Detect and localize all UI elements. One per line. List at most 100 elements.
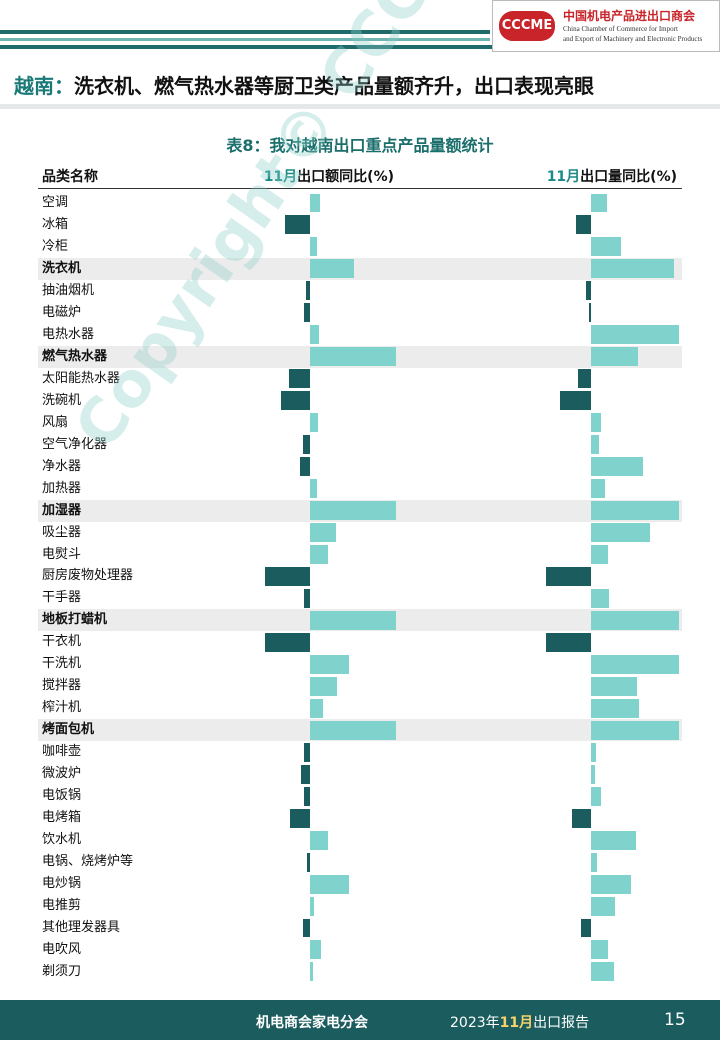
row-name: 冷柜 — [42, 238, 69, 254]
row-name: 净水器 — [42, 458, 82, 474]
row-name: 燃气热水器 — [42, 348, 108, 364]
data-bar — [591, 413, 602, 433]
logo-name: 中国机电产品进出口商会 — [563, 9, 696, 23]
title-lead: 越南： — [14, 74, 74, 98]
data-bar — [310, 896, 314, 916]
footer: 机电商会家电分会 2023年11月出口报告 15 — [0, 1000, 720, 1040]
header-text: 出口量同比(%) — [580, 169, 677, 185]
data-bar — [591, 610, 679, 630]
data-bar — [300, 457, 310, 477]
row-name: 干手器 — [42, 590, 82, 606]
data-bar — [304, 742, 310, 762]
logo-mark: CCCME — [499, 11, 555, 41]
row-name: 其他理发器具 — [42, 920, 121, 935]
row-name: 电饭锅 — [42, 788, 82, 804]
row-name: 榨汁机 — [42, 700, 82, 716]
data-bar — [591, 896, 615, 916]
title-rule — [0, 104, 720, 109]
data-bar — [304, 786, 310, 806]
row-name: 电热水器 — [42, 326, 95, 342]
page-number: 15 — [664, 1010, 686, 1030]
row-name: 干洗机 — [42, 656, 82, 672]
data-bar — [310, 830, 329, 850]
data-bar — [310, 940, 321, 960]
row-name: 厨房废物处理器 — [42, 568, 134, 584]
data-bar — [303, 918, 310, 938]
data-bar — [578, 369, 591, 389]
header-rule — [38, 188, 682, 189]
data-bar — [591, 852, 597, 872]
data-bar — [591, 523, 651, 543]
data-bar — [580, 918, 591, 938]
row-name: 加热器 — [42, 480, 82, 496]
data-bar — [591, 720, 679, 740]
row-name: 电烤箱 — [42, 810, 82, 826]
header-stripe — [0, 30, 490, 34]
data-bar — [310, 193, 320, 213]
data-bar — [591, 501, 679, 521]
row-name: 剃须刀 — [42, 963, 82, 979]
data-bar — [281, 391, 310, 411]
report-month: 11月 — [499, 1015, 534, 1031]
data-bar — [576, 215, 591, 235]
data-bar — [285, 215, 310, 235]
row-name: 空调 — [42, 195, 69, 210]
data-bar — [591, 698, 639, 718]
data-bar — [307, 852, 310, 872]
data-bar — [310, 501, 396, 521]
data-bar — [310, 654, 350, 674]
data-bar — [591, 742, 596, 762]
logo: CCCME 中国机电产品进出口商会 China Chamber of Comme… — [492, 0, 720, 52]
data-bar — [591, 654, 679, 674]
data-bar — [310, 676, 337, 696]
data-bar — [589, 303, 591, 323]
data-bar — [546, 566, 591, 586]
data-bar — [310, 720, 396, 740]
row-highlight — [38, 257, 682, 280]
data-bar — [559, 391, 591, 411]
data-bar — [591, 676, 638, 696]
data-bar — [265, 566, 310, 586]
data-bar — [591, 479, 605, 499]
row-name: 电吹风 — [42, 941, 82, 957]
column-header: 11月出口量同比(%) — [547, 166, 677, 186]
data-bar — [303, 303, 310, 323]
row-name: 饮水机 — [42, 832, 82, 848]
row-name: 微波炉 — [42, 766, 82, 782]
data-bar — [591, 259, 674, 279]
data-bar — [310, 347, 396, 367]
row-name: 吸尘器 — [42, 524, 82, 540]
data-bar — [303, 435, 310, 455]
header-stripe — [0, 45, 720, 49]
logo-en: and Export of Machinery and Electronic P… — [563, 35, 703, 43]
data-bar — [289, 369, 310, 389]
report-year: 2023年 — [450, 1015, 500, 1031]
data-bar — [305, 281, 310, 301]
row-name: 风扇 — [42, 414, 69, 430]
data-bar — [591, 347, 639, 367]
data-bar — [265, 632, 310, 652]
data-bar — [591, 962, 615, 982]
row-name: 电推剪 — [42, 898, 82, 914]
row-name: 太阳能热水器 — [42, 370, 121, 386]
page-title: 越南：洗衣机、燃气热水器等厨卫类产品量额齐升，出口表现亮眼 — [14, 70, 594, 99]
header-text: 出口额同比(%) — [297, 169, 394, 185]
data-bar — [310, 259, 354, 279]
header-month: 11月 — [263, 169, 298, 185]
data-bar — [591, 588, 610, 608]
row-name: 冰箱 — [42, 216, 69, 232]
logo-en: China Chamber of Commerce for Import — [563, 25, 678, 33]
data-bar — [310, 610, 396, 630]
report-text: 出口报告 — [533, 1015, 590, 1031]
row-name: 干衣机 — [42, 634, 82, 650]
data-bar — [591, 940, 608, 960]
column-header: 品类名称 — [42, 169, 98, 185]
header-stripe — [0, 38, 490, 41]
data-bar — [310, 325, 320, 345]
table-title: 表8：我对越南出口重点产品量额统计 — [226, 136, 494, 155]
data-bar — [301, 764, 310, 784]
data-bar — [591, 786, 602, 806]
data-bar — [310, 962, 313, 982]
row-name: 咖啡壶 — [42, 744, 82, 760]
